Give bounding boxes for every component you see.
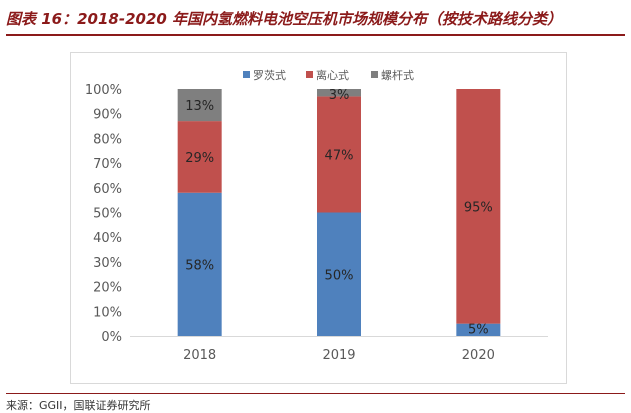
bar-segment [456, 323, 501, 336]
legend-swatch [306, 71, 313, 78]
bar-segment [177, 89, 222, 122]
data-label: 3% [329, 88, 350, 103]
legend-swatch [243, 71, 250, 78]
y-tick-label: 10% [93, 305, 122, 320]
legend-swatch [371, 71, 378, 78]
y-tick-label: 40% [93, 231, 122, 246]
y-tick-label: 50% [93, 207, 122, 222]
y-tick-label: 20% [93, 281, 122, 296]
title-divider [6, 34, 625, 36]
bar-segment [456, 89, 501, 324]
y-tick-label: 60% [93, 182, 122, 197]
y-tick-label: 100% [85, 83, 122, 98]
bottom-divider [6, 393, 625, 394]
legend-label: 离心式 [316, 68, 349, 82]
bar-segment [177, 192, 222, 336]
y-tick-label: 30% [93, 256, 122, 271]
source-note: 来源：GGII，国联证券研究所 [6, 399, 151, 412]
bar-segment [177, 121, 222, 193]
y-tick-label: 70% [93, 157, 122, 172]
x-tick-label: 2018 [183, 348, 216, 363]
legend-label: 螺杆式 [381, 68, 414, 82]
x-tick-label: 2019 [322, 348, 355, 363]
data-label: 5% [468, 323, 489, 338]
data-label: 95% [464, 200, 493, 215]
data-label: 29% [185, 151, 214, 166]
bar-segment [317, 96, 361, 213]
y-tick-label: 0% [101, 330, 122, 345]
figure-title: 图表 16：2018-2020 年国内氢燃料电池空压机市场规模分布（按技术路线分… [6, 10, 563, 28]
bar-segment [317, 89, 361, 97]
x-tick-label: 2020 [462, 348, 495, 363]
legend-label: 罗茨式 [253, 68, 286, 82]
data-label: 58% [185, 258, 214, 273]
y-tick-label: 90% [93, 108, 122, 123]
data-label: 50% [325, 268, 354, 283]
chart-frame [70, 52, 567, 384]
bar-segment [317, 212, 361, 336]
y-tick-label: 80% [93, 132, 122, 147]
data-label: 47% [325, 148, 354, 163]
data-label: 13% [185, 99, 214, 114]
